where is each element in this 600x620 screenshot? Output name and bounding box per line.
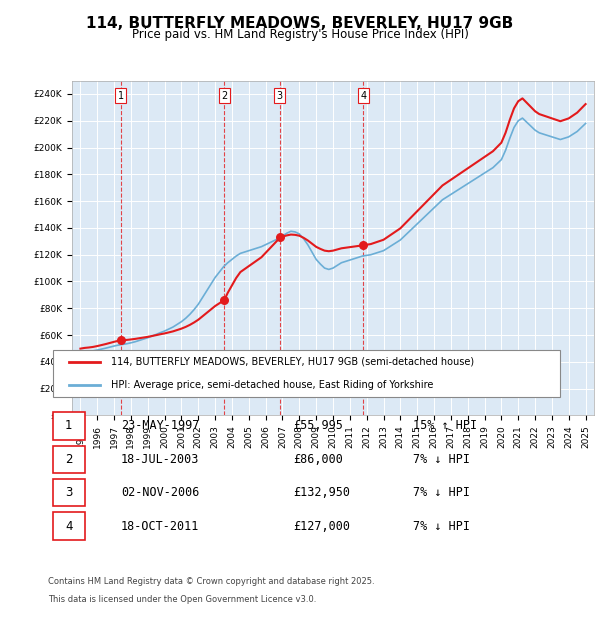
Text: 4: 4 — [65, 520, 73, 533]
FancyBboxPatch shape — [53, 350, 560, 397]
Text: £127,000: £127,000 — [293, 520, 350, 533]
Text: 15% ↑ HPI: 15% ↑ HPI — [413, 419, 478, 432]
Text: HPI: Average price, semi-detached house, East Riding of Yorkshire: HPI: Average price, semi-detached house,… — [110, 380, 433, 390]
Text: 7% ↓ HPI: 7% ↓ HPI — [413, 520, 470, 533]
Point — [275, 232, 284, 242]
Text: 18-OCT-2011: 18-OCT-2011 — [121, 520, 199, 533]
Text: 7% ↓ HPI: 7% ↓ HPI — [413, 486, 470, 499]
Text: 02-NOV-2006: 02-NOV-2006 — [121, 486, 199, 499]
Point — [116, 335, 125, 345]
Text: Price paid vs. HM Land Registry's House Price Index (HPI): Price paid vs. HM Land Registry's House … — [131, 28, 469, 41]
Text: £86,000: £86,000 — [293, 453, 343, 466]
Text: 3: 3 — [65, 486, 73, 499]
Text: 3: 3 — [277, 91, 283, 100]
Point — [359, 241, 368, 250]
Text: 18-JUL-2003: 18-JUL-2003 — [121, 453, 199, 466]
Point — [220, 295, 229, 305]
Text: 114, BUTTERFLY MEADOWS, BEVERLEY, HU17 9GB (semi-detached house): 114, BUTTERFLY MEADOWS, BEVERLEY, HU17 9… — [110, 357, 474, 367]
Text: Contains HM Land Registry data © Crown copyright and database right 2025.: Contains HM Land Registry data © Crown c… — [48, 577, 374, 586]
Text: £132,950: £132,950 — [293, 486, 350, 499]
Text: 1: 1 — [65, 419, 73, 432]
Text: 23-MAY-1997: 23-MAY-1997 — [121, 419, 199, 432]
Text: This data is licensed under the Open Government Licence v3.0.: This data is licensed under the Open Gov… — [48, 595, 316, 604]
Text: 2: 2 — [221, 91, 227, 100]
Text: 4: 4 — [360, 91, 367, 100]
Text: 2: 2 — [65, 453, 73, 466]
FancyBboxPatch shape — [53, 479, 85, 507]
Text: 114, BUTTERFLY MEADOWS, BEVERLEY, HU17 9GB: 114, BUTTERFLY MEADOWS, BEVERLEY, HU17 9… — [86, 16, 514, 30]
FancyBboxPatch shape — [53, 512, 85, 540]
Text: 7% ↓ HPI: 7% ↓ HPI — [413, 453, 470, 466]
FancyBboxPatch shape — [53, 412, 85, 440]
FancyBboxPatch shape — [53, 446, 85, 473]
Text: 1: 1 — [118, 91, 124, 100]
Text: £55,995: £55,995 — [293, 419, 343, 432]
